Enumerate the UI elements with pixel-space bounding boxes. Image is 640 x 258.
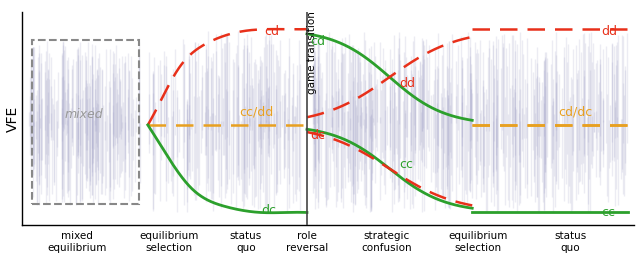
Text: game transition: game transition — [307, 11, 317, 94]
Text: mixed
equilibrium: mixed equilibrium — [48, 231, 107, 253]
Text: cd: cd — [310, 35, 325, 49]
Text: equilibrium
selection: equilibrium selection — [449, 231, 508, 253]
Text: status
quo: status quo — [554, 231, 586, 253]
Text: strategic
confusion: strategic confusion — [361, 231, 412, 253]
Text: dd: dd — [399, 77, 415, 90]
Text: cd: cd — [264, 25, 279, 38]
Text: role
reversal: role reversal — [286, 231, 328, 253]
Text: mixed: mixed — [64, 108, 103, 121]
Y-axis label: VFE: VFE — [6, 106, 20, 132]
Text: dd: dd — [601, 25, 617, 38]
Text: cc/dd: cc/dd — [239, 106, 274, 119]
Text: dc: dc — [310, 129, 325, 142]
Text: status
quo: status quo — [230, 231, 262, 253]
Text: cc: cc — [399, 158, 413, 171]
Text: dc: dc — [261, 204, 276, 217]
Text: cc: cc — [601, 206, 615, 219]
Text: cd/dc: cd/dc — [558, 106, 592, 119]
Text: equilibrium
selection: equilibrium selection — [140, 231, 199, 253]
